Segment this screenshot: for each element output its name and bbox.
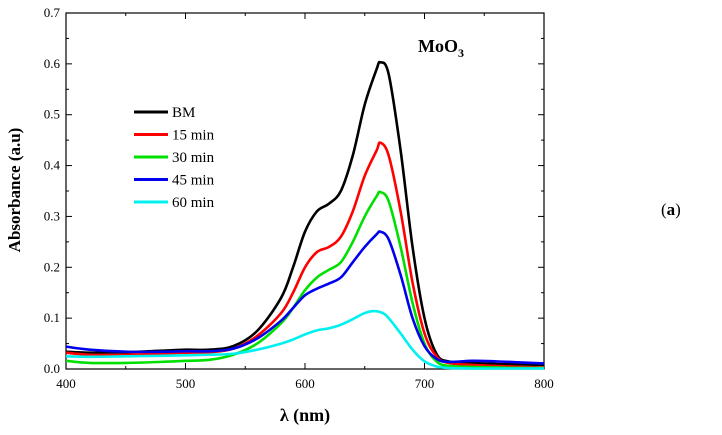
y-tick-label: 0.6 bbox=[44, 56, 61, 71]
x-tick-label: 400 bbox=[56, 376, 76, 391]
y-axis-label: Absorbance (a.u) bbox=[5, 128, 24, 253]
legend-label-bm: BM bbox=[172, 105, 195, 121]
x-tick-label: 800 bbox=[534, 376, 554, 391]
y-tick-label: 0.0 bbox=[44, 361, 60, 376]
y-tick-label: 0.7 bbox=[44, 5, 61, 20]
x-tick-label: 700 bbox=[415, 376, 435, 391]
plot-frame-group bbox=[65, 12, 545, 370]
series-line-30-min bbox=[65, 190, 545, 370]
legend-label-30-min: 30 min bbox=[172, 150, 215, 166]
series-line-45-min bbox=[65, 230, 545, 365]
compound-annotation: MoO3 bbox=[418, 36, 464, 60]
x-axis-label: λ (nm) bbox=[280, 405, 330, 426]
y-tick-label: 0.4 bbox=[44, 158, 61, 173]
x-tick-label: 600 bbox=[295, 376, 315, 391]
series-line-bm bbox=[65, 60, 545, 367]
legend-label-60-min: 60 min bbox=[172, 195, 215, 211]
series-group bbox=[65, 60, 545, 370]
plot-frame bbox=[65, 12, 545, 370]
y-tick-label: 0.2 bbox=[44, 259, 60, 274]
panel-label: (a) bbox=[661, 200, 681, 219]
y-tick-label: 0.1 bbox=[44, 310, 60, 325]
x-tick-label: 500 bbox=[176, 376, 196, 391]
y-tick-label: 0.5 bbox=[44, 107, 60, 122]
legend-label-45-min: 45 min bbox=[172, 173, 215, 189]
series-line-60-min bbox=[65, 309, 544, 370]
legend-label-15-min: 15 min bbox=[172, 128, 215, 144]
ticks-group: 400 500 600 700 800 0.0 0.1 0.2 0.3 0.4 0.5 0.6 0.7 bbox=[44, 5, 554, 391]
legend: BM 15 min 30 min 45 min 60 min bbox=[134, 105, 215, 211]
y-tick-label: 0.3 bbox=[44, 208, 60, 223]
